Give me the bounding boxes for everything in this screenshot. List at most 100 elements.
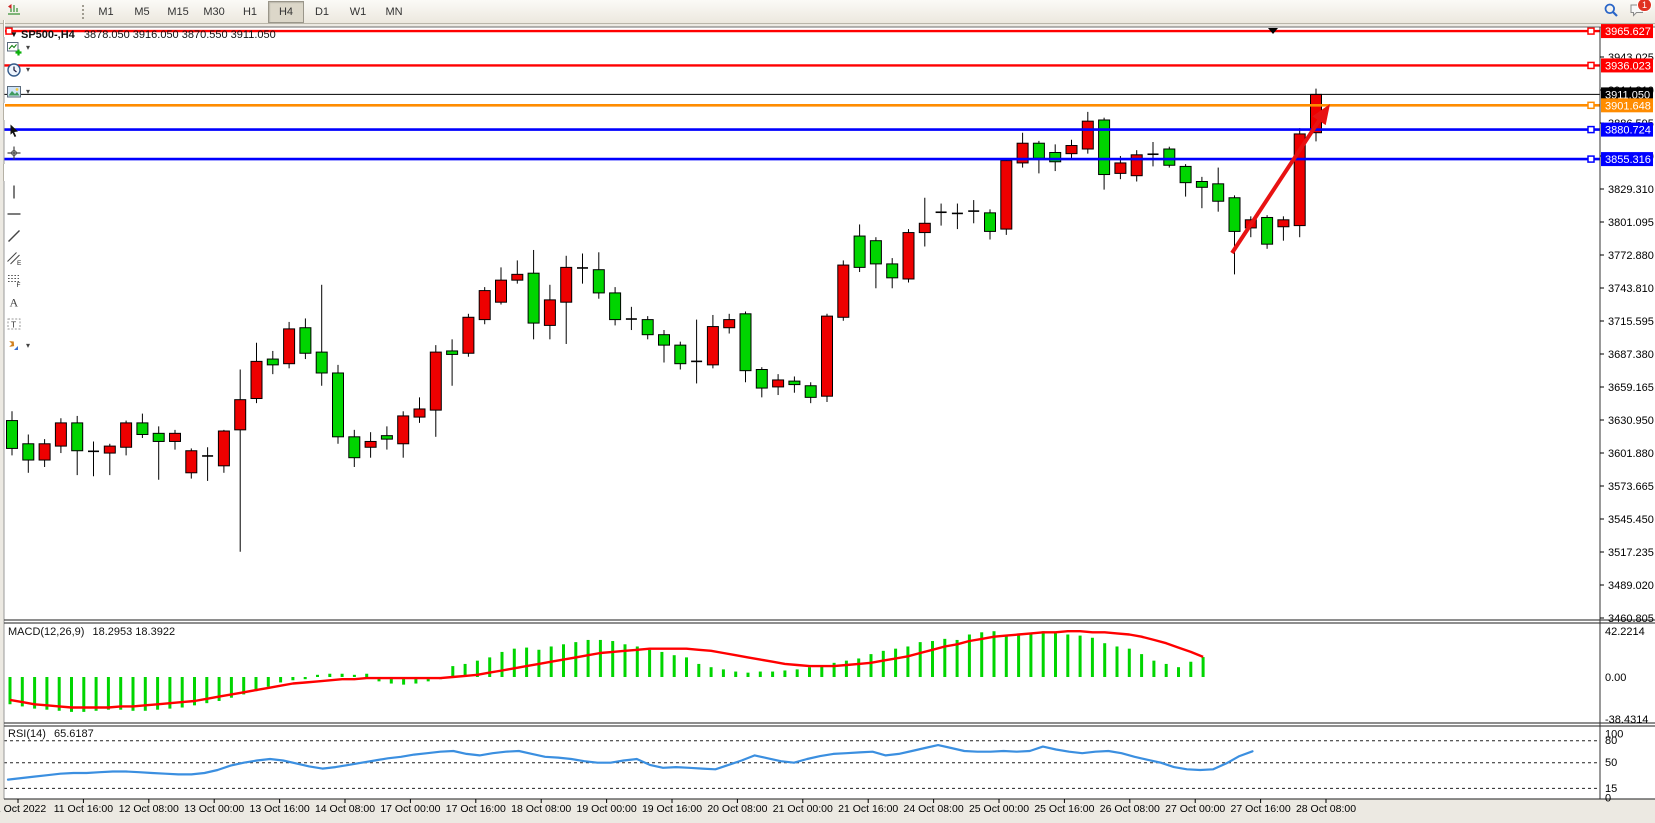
hline-handle[interactable] [1587,27,1595,35]
time-tick-label: 19 Oct 16:00 [642,803,702,815]
channel-icon: E [6,250,22,266]
candle-body [1130,154,1143,177]
rsi-axis-label: 0 [1605,793,1611,805]
rsi-panel [4,740,1600,789]
fibonacci-icon: F [6,272,22,288]
vline-icon [6,184,22,200]
time-tick-label: 19 Oct 00:00 [577,803,637,815]
candle-body [1179,165,1192,184]
hline-handle[interactable] [5,27,13,35]
price-tick-label: 3743.810 [1608,283,1654,295]
time-tick-label: 28 Oct 08:00 [1296,803,1356,815]
chart-autoscroll-button[interactable] [1,0,78,20]
text-label-button[interactable]: T [1,313,78,335]
candle-body [413,408,426,418]
candle-body [674,344,687,365]
time-tick-label: 12 Oct 08:00 [119,803,179,815]
arrow-shaft [1230,109,1328,255]
price-scale[interactable]: 3943.0253914.8103886.5953858.3803829.310… [1600,24,1654,805]
candle-body [266,358,279,366]
price-badge-label: 3901.648 [1605,100,1651,112]
candle-body [332,372,344,438]
candle-body [886,263,899,279]
time-tick-label: 24 Oct 08:00 [904,803,964,815]
hline-handle[interactable] [1587,125,1595,134]
timeframe-m1-button[interactable]: M1 [98,5,114,18]
toolbar-separator [3,102,5,120]
candle-body [1098,119,1111,176]
time-tick-label: 17 Oct 00:00 [380,803,440,815]
hline-button[interactable] [1,203,78,225]
new-chart-icon [6,40,22,56]
candle-body [723,319,736,329]
crosshair-button[interactable] [1,142,78,164]
time-tick-label: 27 Oct 16:00 [1231,803,1291,815]
price-badge [1601,122,1653,137]
dropdown-arrow-icon: ▾ [26,341,31,350]
candle-body [429,351,442,411]
search-button[interactable] [1603,2,1619,21]
crosshair-icon [6,145,22,161]
toolbar-right: 1 [1603,0,1655,21]
timeframe-h1-button[interactable]: H1 [242,5,258,18]
timeframe-m5-button[interactable]: M5 [134,5,150,18]
timeframe-d1-button[interactable]: D1 [314,5,330,18]
candle-body [739,313,752,372]
time-scale[interactable]: 11 Oct 2022 11 Oct 16:00 12 Oct 08:00 13 Oc… [0,799,1356,815]
timeframe-m15-button[interactable]: M15 [167,5,189,18]
price-badge [1601,152,1653,167]
fibonacci-button[interactable]: F [1,269,78,291]
timeframe-m30-button[interactable]: M30 [203,5,225,18]
candle-body [918,222,931,234]
price-badge [1601,87,1653,102]
dropdown-arrow-icon: ▾ [26,87,31,96]
price-badge-label: 3855.316 [1605,154,1651,166]
candle-body [543,299,556,326]
timeframe-mn-button[interactable]: MN [385,5,403,18]
new-chart-button[interactable]: ▾ [1,37,78,59]
candle-body [136,422,149,435]
hline-icon [6,206,22,222]
timeframe-h4-button[interactable]: H4 [268,0,305,23]
time-tick-label: 20 Oct 08:00 [707,803,767,815]
hline-handle[interactable] [1587,101,1595,110]
time-tick-label: 13 Oct 00:00 [184,803,244,815]
panel-borders [3,26,1655,800]
time-tick-label: 25 Oct 00:00 [969,803,1029,815]
price-tick-label: 3687.380 [1608,349,1654,361]
trendline-button[interactable] [1,225,78,247]
candle-body [299,327,312,354]
macd-signal-line [9,630,1204,709]
periods-button[interactable]: ▾ [1,59,78,81]
text-button[interactable]: A [1,291,78,313]
time-tick-label: 26 Oct 08:00 [1100,803,1160,815]
price-tick-label: 3772.880 [1608,250,1654,262]
hline-handle[interactable] [1587,61,1595,70]
toolbar-grip[interactable] [81,3,87,20]
search-icon [1603,3,1619,21]
channel-button[interactable]: E [1,247,78,269]
price-tick-label: 3801.095 [1608,217,1654,229]
toolbar-separator [3,19,5,37]
autoscroll-marker-icon[interactable] [1268,28,1278,34]
time-tick-label: 17 Oct 16:00 [446,803,506,815]
vline-button[interactable] [1,181,78,203]
cursor-button[interactable] [1,120,78,142]
templates-button[interactable]: ▾ [1,81,78,103]
time-tick-label: 21 Oct 00:00 [773,803,833,815]
candle-body [1081,120,1094,150]
arrows-button[interactable]: ▾ [1,335,78,357]
candle-body [1049,151,1062,163]
candle-body [609,292,622,321]
candle-body [1212,183,1225,202]
macd-axis-label: 0.00 [1605,672,1626,684]
periods-icon [6,62,22,78]
candle-body [315,351,328,374]
chat-button[interactable]: 1 [1629,0,1652,21]
hline-handle[interactable] [1587,155,1595,163]
timeframe-w1-button[interactable]: W1 [349,5,367,18]
arrow-annotation[interactable] [1230,104,1330,255]
candle-body [495,279,507,303]
macd-axis-label: -38.4314 [1605,714,1648,726]
